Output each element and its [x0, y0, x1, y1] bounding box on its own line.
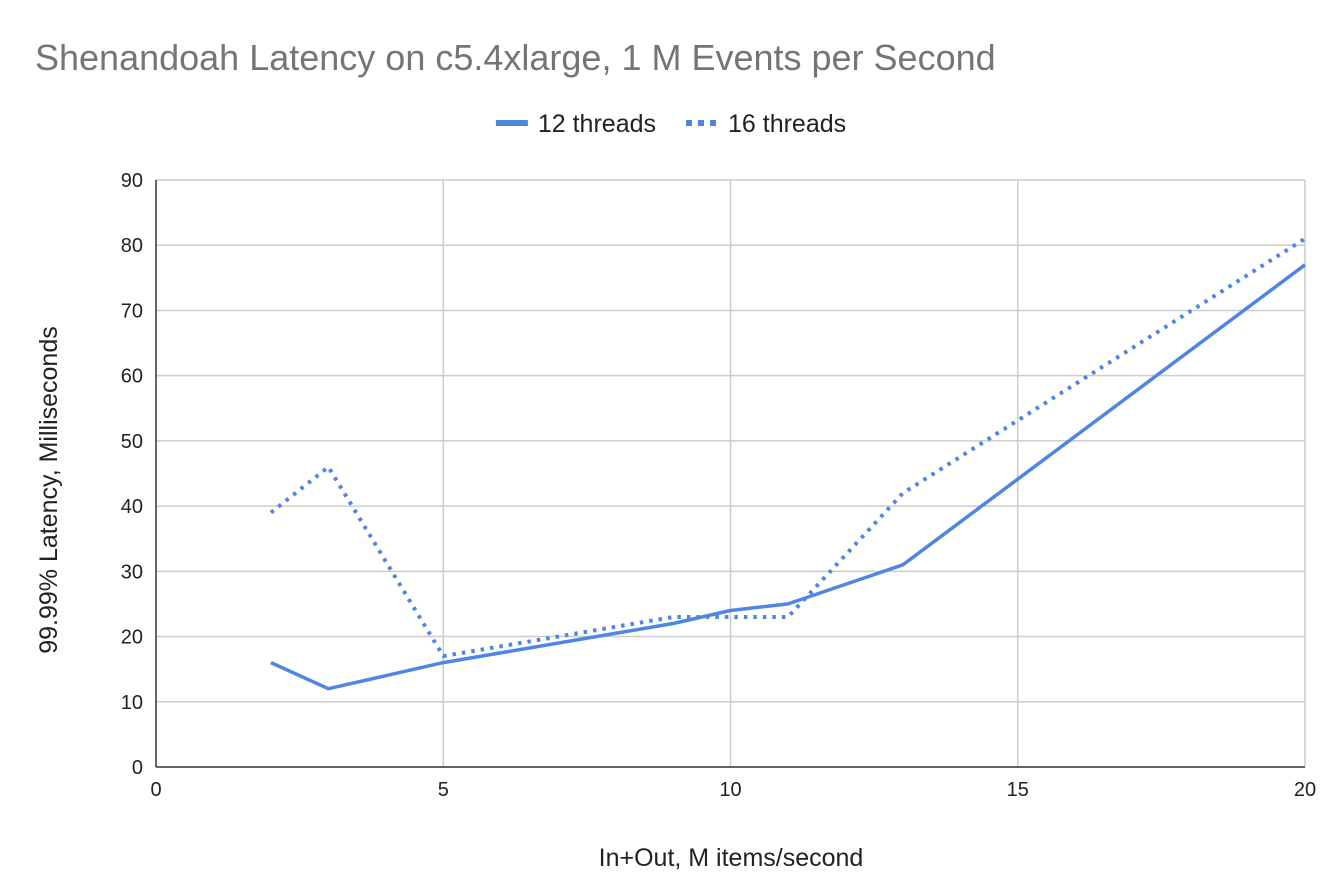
chart-legend: 12 threads 16 threads	[495, 110, 846, 138]
series-line-16-threads	[269, 237, 1307, 659]
x-tick-label: 10	[719, 779, 741, 801]
legend-label: 16 threads	[728, 110, 846, 138]
y-tick-label: 60	[121, 366, 143, 388]
x-axis-label: In+Out, M items/second	[599, 844, 864, 872]
series-line-12-threads	[270, 263, 1307, 691]
y-tick-label: 70	[121, 300, 143, 322]
y-tick-label: 90	[121, 170, 143, 192]
x-tick-label: 15	[1007, 779, 1029, 801]
axes	[155, 180, 1305, 768]
series-group	[269, 237, 1307, 691]
x-tick-label: 20	[1294, 779, 1316, 801]
x-tick-label: 0	[150, 779, 161, 801]
tick-labels: 0 10 20 30 40 50 60 70 80 90 0 5 10 15 20	[121, 170, 1316, 801]
chart-title: Shenandoah Latency on c5.4xlarge, 1 M Ev…	[35, 37, 996, 78]
y-tick-label: 10	[121, 692, 143, 714]
y-tick-label: 40	[121, 496, 143, 518]
y-tick-label: 80	[121, 235, 143, 257]
y-tick-label: 30	[121, 561, 143, 583]
x-tick-label: 5	[438, 779, 449, 801]
y-tick-label: 20	[121, 627, 143, 649]
y-tick-label: 50	[121, 431, 143, 453]
y-tick-label: 0	[132, 757, 143, 779]
gridlines	[156, 179, 1306, 767]
y-axis-label: 99.99% Latency, Milliseconds	[35, 326, 63, 654]
legend-label: 12 threads	[538, 110, 656, 138]
